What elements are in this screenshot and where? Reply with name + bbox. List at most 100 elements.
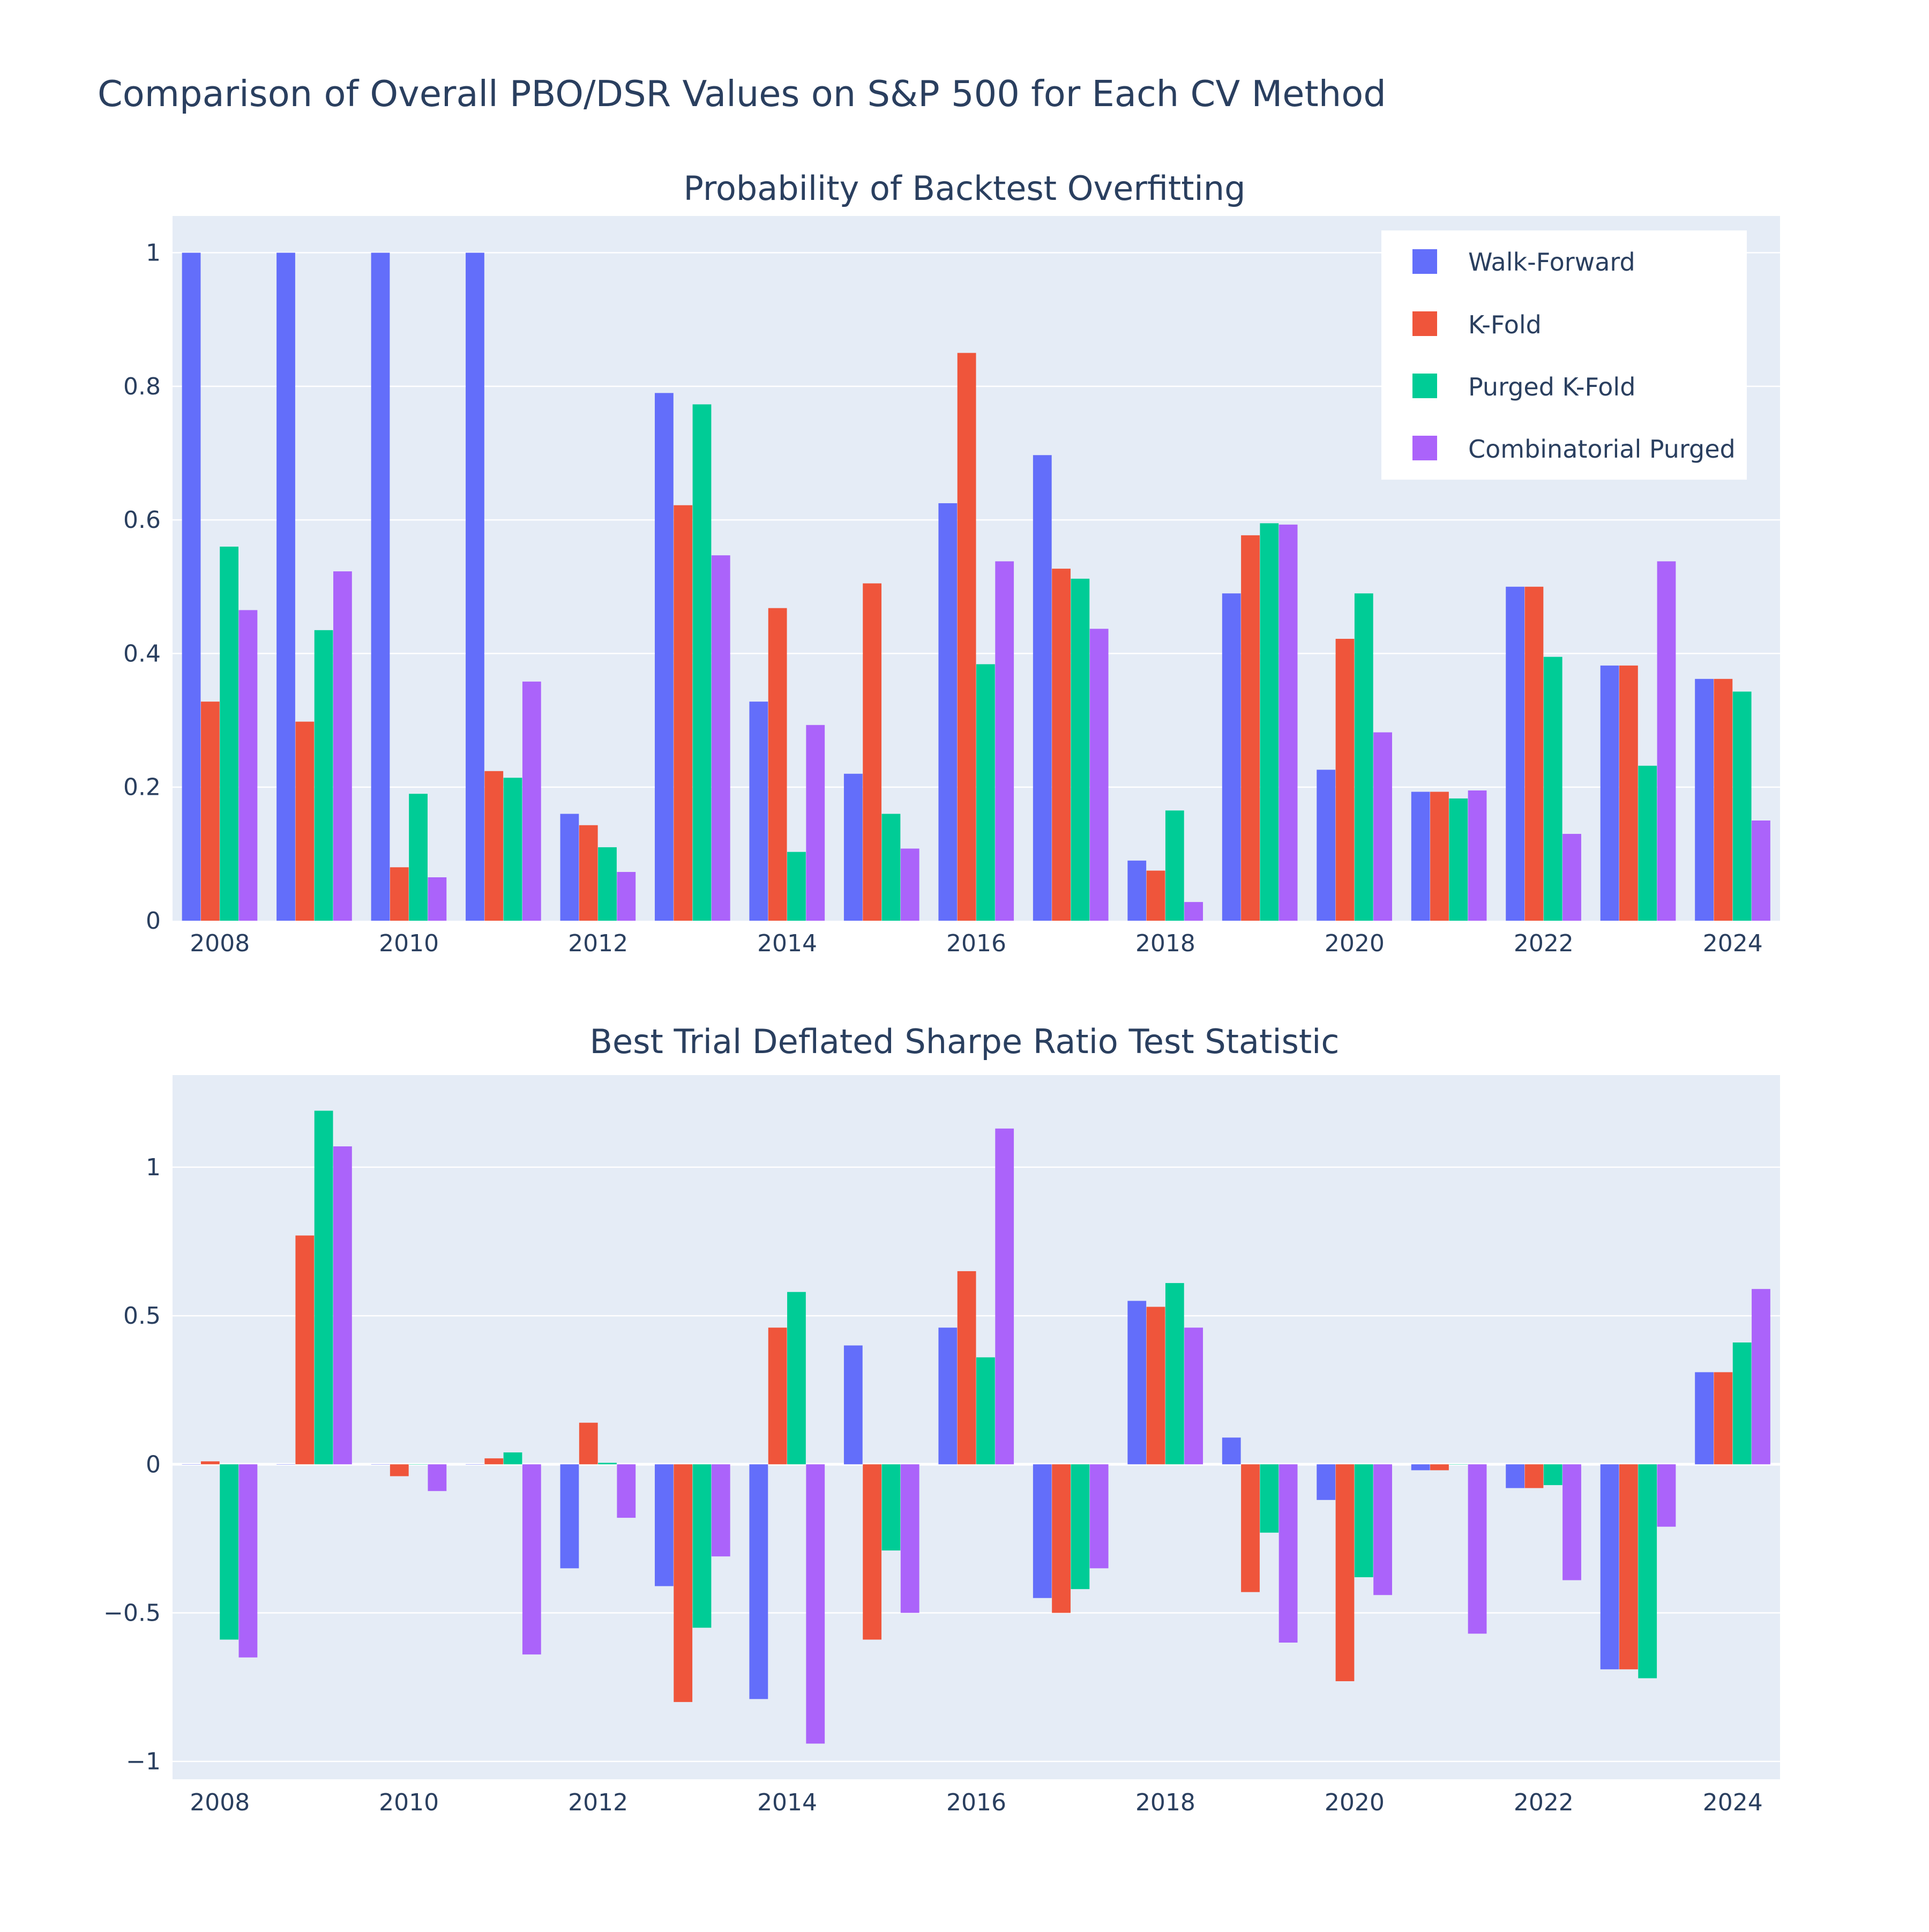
bar-combinatorial-purged-2016[interactable] bbox=[995, 561, 1014, 921]
bar-walk-forward-2011[interactable] bbox=[466, 1464, 484, 1465]
bar-k-fold-2015[interactable] bbox=[863, 1464, 882, 1640]
bar-purged-k-fold-2017[interactable] bbox=[1071, 1464, 1090, 1590]
bar-purged-k-fold-2015[interactable] bbox=[881, 814, 901, 921]
bar-purged-k-fold-2021[interactable] bbox=[1449, 798, 1468, 921]
bar-k-fold-2019[interactable] bbox=[1241, 535, 1260, 921]
bar-walk-forward-2022[interactable] bbox=[1506, 586, 1525, 921]
bar-purged-k-fold-2023[interactable] bbox=[1638, 1464, 1657, 1679]
bar-walk-forward-2016[interactable] bbox=[938, 503, 958, 921]
bar-purged-k-fold-2010[interactable] bbox=[409, 1464, 428, 1465]
bar-k-fold-2009[interactable] bbox=[295, 721, 315, 921]
bar-combinatorial-purged-2023[interactable] bbox=[1657, 561, 1676, 921]
bar-combinatorial-purged-2013[interactable] bbox=[711, 555, 730, 921]
bar-combinatorial-purged-2024[interactable] bbox=[1752, 1289, 1770, 1465]
bar-purged-k-fold-2013[interactable] bbox=[692, 1464, 712, 1628]
bar-purged-k-fold-2020[interactable] bbox=[1354, 1464, 1373, 1577]
bar-purged-k-fold-2022[interactable] bbox=[1543, 657, 1562, 921]
bar-walk-forward-2024[interactable] bbox=[1695, 678, 1714, 921]
bar-k-fold-2009[interactable] bbox=[295, 1235, 315, 1465]
bar-walk-forward-2014[interactable] bbox=[749, 1464, 768, 1699]
bar-purged-k-fold-2024[interactable] bbox=[1732, 1342, 1752, 1465]
bar-purged-k-fold-2008[interactable] bbox=[220, 546, 239, 921]
bar-purged-k-fold-2021[interactable] bbox=[1449, 1464, 1468, 1465]
bar-walk-forward-2017[interactable] bbox=[1033, 1464, 1052, 1598]
bar-purged-k-fold-2015[interactable] bbox=[881, 1464, 901, 1551]
bar-combinatorial-purged-2017[interactable] bbox=[1089, 629, 1109, 921]
bar-combinatorial-purged-2015[interactable] bbox=[900, 848, 919, 921]
bar-combinatorial-purged-2008[interactable] bbox=[238, 1464, 258, 1658]
bar-k-fold-2012[interactable] bbox=[579, 1422, 598, 1465]
bar-combinatorial-purged-2010[interactable] bbox=[428, 1464, 447, 1491]
bar-combinatorial-purged-2017[interactable] bbox=[1089, 1464, 1109, 1569]
legend[interactable]: Walk-Forward K-Fold Purged K-Fold Combin… bbox=[1381, 230, 1747, 480]
bar-combinatorial-purged-2010[interactable] bbox=[428, 877, 447, 921]
bar-purged-k-fold-2023[interactable] bbox=[1638, 765, 1657, 921]
bar-walk-forward-2014[interactable] bbox=[749, 702, 768, 921]
bar-walk-forward-2020[interactable] bbox=[1317, 1464, 1336, 1500]
bar-combinatorial-purged-2009[interactable] bbox=[333, 571, 352, 921]
bar-walk-forward-2015[interactable] bbox=[843, 1345, 863, 1465]
bar-combinatorial-purged-2014[interactable] bbox=[806, 1464, 825, 1744]
bar-combinatorial-purged-2020[interactable] bbox=[1373, 1464, 1392, 1595]
bar-walk-forward-2018[interactable] bbox=[1127, 860, 1147, 921]
bar-purged-k-fold-2014[interactable] bbox=[787, 852, 806, 921]
bar-k-fold-2022[interactable] bbox=[1524, 586, 1544, 921]
bar-k-fold-2021[interactable] bbox=[1430, 1464, 1449, 1471]
bar-k-fold-2022[interactable] bbox=[1524, 1464, 1544, 1488]
bar-purged-k-fold-2016[interactable] bbox=[976, 664, 995, 921]
bar-combinatorial-purged-2021[interactable] bbox=[1468, 790, 1487, 921]
legend-item-combinatorial-purged[interactable]: Combinatorial Purged bbox=[1412, 435, 1736, 464]
bar-walk-forward-2020[interactable] bbox=[1317, 770, 1336, 921]
bar-walk-forward-2011[interactable] bbox=[466, 252, 484, 921]
bar-combinatorial-purged-2023[interactable] bbox=[1657, 1464, 1676, 1527]
bar-purged-k-fold-2011[interactable] bbox=[503, 778, 522, 921]
bar-walk-forward-2010[interactable] bbox=[371, 252, 390, 921]
bar-combinatorial-purged-2019[interactable] bbox=[1278, 524, 1298, 921]
bar-combinatorial-purged-2024[interactable] bbox=[1752, 820, 1770, 921]
bar-k-fold-2013[interactable] bbox=[674, 1464, 693, 1702]
bar-walk-forward-2012[interactable] bbox=[560, 814, 579, 921]
bar-walk-forward-2019[interactable] bbox=[1222, 593, 1241, 921]
legend-item-purged-k-fold[interactable]: Purged K-Fold bbox=[1412, 372, 1635, 401]
bar-combinatorial-purged-2008[interactable] bbox=[238, 610, 258, 921]
bar-k-fold-2016[interactable] bbox=[957, 1271, 976, 1465]
bar-purged-k-fold-2019[interactable] bbox=[1260, 523, 1279, 921]
bar-combinatorial-purged-2014[interactable] bbox=[806, 725, 825, 921]
bar-combinatorial-purged-2016[interactable] bbox=[995, 1128, 1014, 1465]
bar-purged-k-fold-2012[interactable] bbox=[598, 847, 617, 921]
bar-combinatorial-purged-2012[interactable] bbox=[617, 1464, 636, 1518]
bar-combinatorial-purged-2018[interactable] bbox=[1184, 1327, 1203, 1465]
bar-walk-forward-2016[interactable] bbox=[938, 1327, 958, 1465]
bar-walk-forward-2017[interactable] bbox=[1033, 455, 1052, 921]
bar-combinatorial-purged-2009[interactable] bbox=[333, 1146, 352, 1465]
bar-combinatorial-purged-2018[interactable] bbox=[1184, 902, 1203, 921]
bar-purged-k-fold-2016[interactable] bbox=[976, 1357, 995, 1465]
bar-walk-forward-2019[interactable] bbox=[1222, 1437, 1241, 1465]
bar-k-fold-2013[interactable] bbox=[674, 505, 693, 921]
bar-purged-k-fold-2019[interactable] bbox=[1260, 1464, 1279, 1533]
bar-combinatorial-purged-2012[interactable] bbox=[617, 872, 636, 921]
bar-combinatorial-purged-2021[interactable] bbox=[1468, 1464, 1487, 1634]
bar-purged-k-fold-2009[interactable] bbox=[314, 630, 333, 921]
bar-k-fold-2012[interactable] bbox=[579, 825, 598, 921]
bar-purged-k-fold-2012[interactable] bbox=[598, 1463, 617, 1465]
bar-walk-forward-2012[interactable] bbox=[560, 1464, 579, 1569]
bar-walk-forward-2008[interactable] bbox=[182, 252, 201, 921]
bar-k-fold-2017[interactable] bbox=[1052, 1464, 1071, 1613]
bar-k-fold-2023[interactable] bbox=[1619, 1464, 1638, 1669]
bar-k-fold-2020[interactable] bbox=[1335, 639, 1355, 921]
bar-walk-forward-2023[interactable] bbox=[1600, 665, 1619, 921]
bar-combinatorial-purged-2022[interactable] bbox=[1562, 833, 1581, 921]
bar-walk-forward-2015[interactable] bbox=[843, 773, 863, 921]
bar-k-fold-2021[interactable] bbox=[1430, 792, 1449, 921]
bar-k-fold-2010[interactable] bbox=[390, 867, 409, 921]
bar-combinatorial-purged-2013[interactable] bbox=[711, 1464, 730, 1557]
bar-purged-k-fold-2018[interactable] bbox=[1165, 810, 1184, 921]
bar-k-fold-2019[interactable] bbox=[1241, 1464, 1260, 1592]
bar-purged-k-fold-2009[interactable] bbox=[314, 1110, 333, 1465]
bar-walk-forward-2021[interactable] bbox=[1411, 792, 1430, 921]
bar-k-fold-2008[interactable] bbox=[200, 702, 220, 921]
bar-purged-k-fold-2018[interactable] bbox=[1165, 1283, 1184, 1465]
bar-k-fold-2023[interactable] bbox=[1619, 665, 1638, 921]
bar-k-fold-2008[interactable] bbox=[200, 1461, 220, 1465]
